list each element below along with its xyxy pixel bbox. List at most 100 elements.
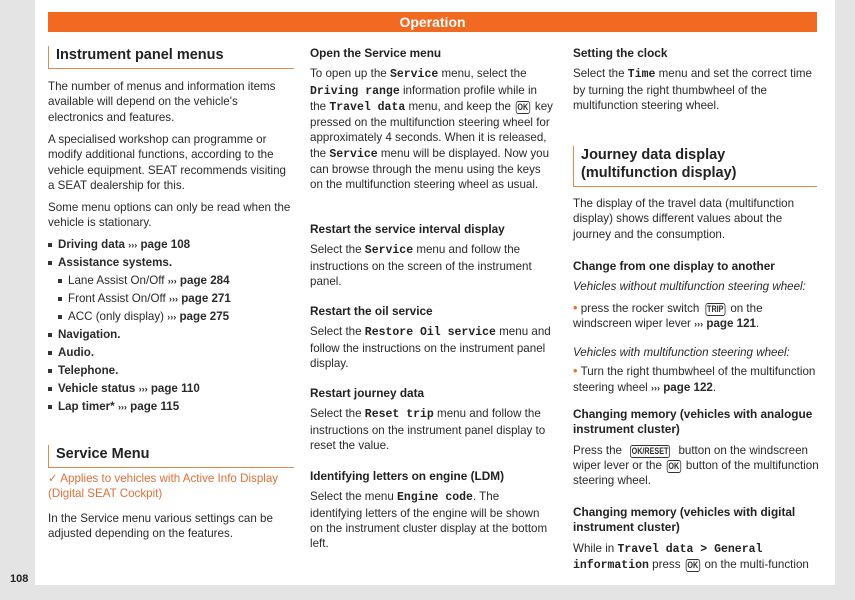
- text: While in: [573, 541, 618, 555]
- list-item-label: Assistance systems.: [58, 256, 173, 269]
- list-item: Assistance systems.: [48, 254, 294, 272]
- subheading: Setting the clock: [573, 46, 668, 60]
- menu-name: Travel data > General information: [573, 542, 763, 572]
- list-item: Lap timer* ››› page 115: [48, 398, 294, 416]
- heading-service-menu: Service Menu: [48, 445, 294, 468]
- menu-name: Travel data: [329, 100, 406, 114]
- text: menu and follow the instructions on the …: [310, 243, 532, 288]
- bullet-icon: •: [573, 363, 578, 379]
- subheading: Identifying letters on engine (LDM): [310, 469, 504, 483]
- list-item-label: Vehicle status: [58, 382, 136, 395]
- text: Select the menu: [310, 490, 398, 504]
- list-item: Telephone.: [48, 362, 294, 380]
- text: To open up the: [310, 67, 390, 81]
- page-reference-link[interactable]: page 271: [181, 292, 231, 305]
- text: Select the: [310, 407, 365, 421]
- text: on the windscreen wiper lever: [573, 301, 763, 330]
- key-icon: OK: [666, 459, 681, 473]
- page-reference-link[interactable]: page 115: [130, 400, 180, 413]
- journey-intro: The display of the travel data (multifun…: [573, 196, 819, 242]
- text: The number of menus and information item…: [48, 80, 276, 124]
- section-setting-clock: Setting the clock Select the Time menu an…: [573, 46, 819, 113]
- subheading: Restart the oil service: [310, 304, 433, 318]
- page-reference-link[interactable]: page 110: [150, 382, 200, 395]
- menu-name: Driving range: [310, 84, 400, 98]
- list-item: Lane Assist On/Off ››› page 284: [58, 272, 294, 290]
- condition-label: Vehicles without multifunction steering …: [573, 280, 806, 294]
- list-item: Vehicle status ››› page 110: [48, 380, 294, 398]
- text: Some menu options can only be read when …: [48, 201, 291, 230]
- text: Select the: [310, 325, 365, 339]
- service-menu-paragraph: In the Service menu various settings can…: [48, 511, 294, 542]
- key-icon: OK: [685, 558, 700, 572]
- text: press: [648, 557, 684, 571]
- list-item-label: Audio.: [58, 346, 95, 359]
- col1-paragraph: Some menu options can only be read when …: [48, 200, 294, 231]
- text: menu and set the correct time by turning…: [573, 67, 812, 112]
- text: menu, and keep the: [405, 99, 515, 113]
- text: .: [712, 380, 717, 394]
- reference-arrow-icon: ›››: [168, 294, 178, 304]
- text: menu, select the: [438, 67, 527, 81]
- col1-paragraph: A specialised workshop can programme or …: [48, 132, 294, 193]
- page-reference-link[interactable]: page 121: [706, 316, 756, 330]
- section-engine-letters: Identifying letters on engine (LDM) Selec…: [310, 469, 554, 551]
- page-reference-link[interactable]: page 284: [179, 274, 230, 287]
- list-item-label: Navigation.: [58, 328, 121, 341]
- section-restart-oil-service: Restart the oil service Select the Restor…: [310, 304, 554, 371]
- reference-arrow-icon: ›››: [167, 276, 177, 286]
- page-reference-link[interactable]: page 275: [179, 310, 230, 323]
- text: button of the multifunction steering whe…: [573, 458, 819, 488]
- heading-instrument-panel-menus: Instrument panel menus: [48, 46, 294, 69]
- key-icon: TRIP: [705, 302, 725, 316]
- menu-name: Service: [389, 68, 439, 82]
- text: Select the: [310, 243, 365, 257]
- section-restart-service-interval: Restart the service interval display Sele…: [310, 222, 554, 289]
- section-change-display: Change from one display to another Vehic…: [573, 259, 819, 396]
- menu-name: Time: [627, 68, 656, 82]
- menu-name: Service: [364, 244, 414, 258]
- reference-arrow-icon: ›››: [650, 382, 660, 393]
- section-open-service: Open the Service menu To open up the Serv…: [310, 46, 554, 193]
- page-number: 108: [10, 573, 29, 585]
- menu-name: Restore Oil service: [364, 326, 496, 340]
- col1-paragraph: The number of menus and information item…: [48, 79, 294, 125]
- list-item-label: Driving data: [58, 238, 125, 251]
- section-restart-journey: Restart journey data Select the Reset tri…: [310, 386, 554, 453]
- section-header: Operation: [48, 12, 817, 32]
- text: press the rocker switch: [580, 301, 703, 315]
- subheading: Changing memory (vehicles with analogue …: [573, 407, 813, 437]
- text: button on the windscreen wiper lever or …: [573, 443, 808, 472]
- reference-arrow-icon: ›››: [694, 318, 704, 329]
- list-item-label: Lap timer*: [58, 400, 115, 413]
- list-item: Navigation.: [48, 326, 294, 344]
- key-icon: OK: [515, 100, 530, 114]
- list-item: Front Assist On/Off ››› page 271: [58, 290, 294, 308]
- text: key pressed on the multifunction steerin…: [310, 99, 553, 160]
- text: menu and follow the instructions on the …: [310, 407, 546, 452]
- menu-list: Driving data ››› page 108 Assistance syst…: [48, 236, 294, 416]
- subheading: Change from one display to another: [573, 259, 775, 273]
- list-item: Audio.: [48, 344, 294, 362]
- menu-name: Reset trip: [364, 408, 434, 422]
- text: Turn the right thumbwheel of the multifu…: [573, 365, 816, 394]
- list-item-label: Telephone.: [58, 364, 119, 377]
- text: . The identifying letters of the engine …: [310, 490, 548, 551]
- text: menu and follow the instructions on the …: [310, 325, 551, 370]
- text: information profile while in the: [310, 83, 537, 113]
- text: The display of the travel data (multifun…: [573, 197, 795, 241]
- bullet-icon: •: [573, 299, 578, 315]
- page-reference-link[interactable]: page 122: [663, 380, 713, 394]
- list-item: Driving data ››› page 108: [48, 236, 294, 254]
- subheading: Changing memory (vehicles with digital i…: [573, 505, 796, 535]
- menu-name: Engine code: [397, 491, 473, 505]
- page-reference-link[interactable]: page 108: [140, 238, 191, 251]
- subheading: Restart journey data: [310, 386, 425, 400]
- subheading: Open the Service menu: [310, 46, 442, 60]
- text: Press the: [573, 443, 626, 457]
- section-digital-memory: Changing memory (vehicles with digital i…: [573, 505, 819, 573]
- text: In the Service menu various settings can…: [48, 512, 273, 541]
- reference-arrow-icon: ›››: [128, 240, 138, 250]
- list-item-label: Front Assist On/Off: [68, 292, 166, 305]
- page: [35, 0, 835, 585]
